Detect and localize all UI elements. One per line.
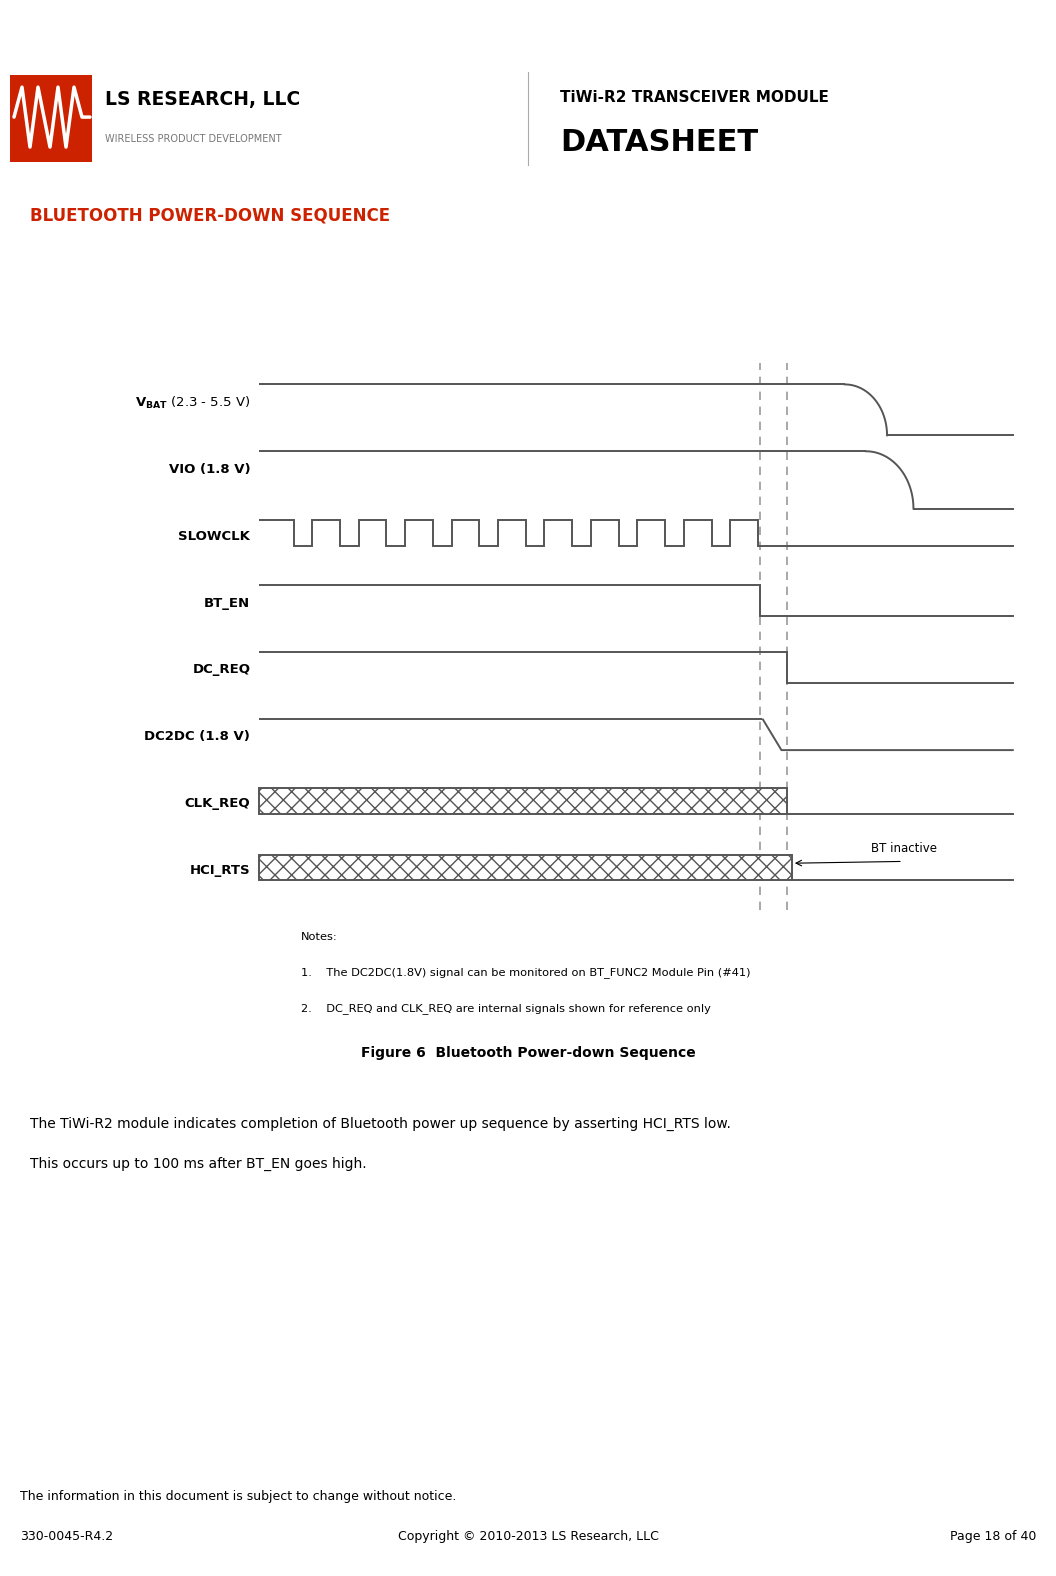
- Text: Copyright © 2010-2013 LS Research, LLC: Copyright © 2010-2013 LS Research, LLC: [397, 1530, 659, 1543]
- Text: 330-0045-R4.2: 330-0045-R4.2: [20, 1530, 113, 1543]
- Text: BT inactive: BT inactive: [871, 842, 938, 856]
- Text: LS RESEARCH, LLC: LS RESEARCH, LLC: [105, 90, 300, 109]
- Text: SLOWCLK: SLOWCLK: [178, 530, 250, 542]
- Text: Page 18 of 40: Page 18 of 40: [949, 1530, 1036, 1543]
- Text: BT_EN: BT_EN: [204, 597, 250, 610]
- Text: The TiWi-R2 module indicates completion of Bluetooth power up sequence by assert: The TiWi-R2 module indicates completion …: [30, 1116, 731, 1130]
- Text: DATASHEET: DATASHEET: [560, 128, 758, 156]
- FancyBboxPatch shape: [259, 788, 787, 813]
- Text: Notes:: Notes:: [301, 931, 338, 942]
- Text: 2.    DC_REQ and CLK_REQ are internal signals shown for reference only: 2. DC_REQ and CLK_REQ are internal signa…: [301, 1004, 711, 1013]
- Text: CLK_REQ: CLK_REQ: [185, 797, 250, 810]
- Text: Figure 6  Bluetooth Power-down Sequence: Figure 6 Bluetooth Power-down Sequence: [361, 1046, 695, 1061]
- Text: TiWi-R2 TRANSCEIVER MODULE: TiWi-R2 TRANSCEIVER MODULE: [560, 90, 829, 104]
- Text: VIO (1.8 V): VIO (1.8 V): [169, 463, 250, 476]
- Text: BLUETOOTH POWER-DOWN SEQUENCE: BLUETOOTH POWER-DOWN SEQUENCE: [30, 206, 390, 224]
- Text: HCI_RTS: HCI_RTS: [190, 864, 250, 876]
- Text: $\mathbf{V_{BAT}}$ (2.3 - 5.5 V): $\mathbf{V_{BAT}}$ (2.3 - 5.5 V): [135, 394, 250, 410]
- Text: The information in this document is subject to change without notice.: The information in this document is subj…: [20, 1489, 456, 1504]
- Bar: [10, 76, 92, 162]
- Text: DC_REQ: DC_REQ: [192, 663, 250, 676]
- Text: DC2DC (1.8 V): DC2DC (1.8 V): [145, 730, 250, 744]
- Text: 1.    The DC2DC(1.8V) signal can be monitored on BT_FUNC2 Module Pin (#41): 1. The DC2DC(1.8V) signal can be monitor…: [301, 968, 751, 979]
- FancyBboxPatch shape: [259, 856, 792, 881]
- Text: This occurs up to 100 ms after BT_EN goes high.: This occurs up to 100 ms after BT_EN goe…: [30, 1157, 366, 1171]
- Text: WIRELESS PRODUCT DEVELOPMENT: WIRELESS PRODUCT DEVELOPMENT: [105, 134, 282, 143]
